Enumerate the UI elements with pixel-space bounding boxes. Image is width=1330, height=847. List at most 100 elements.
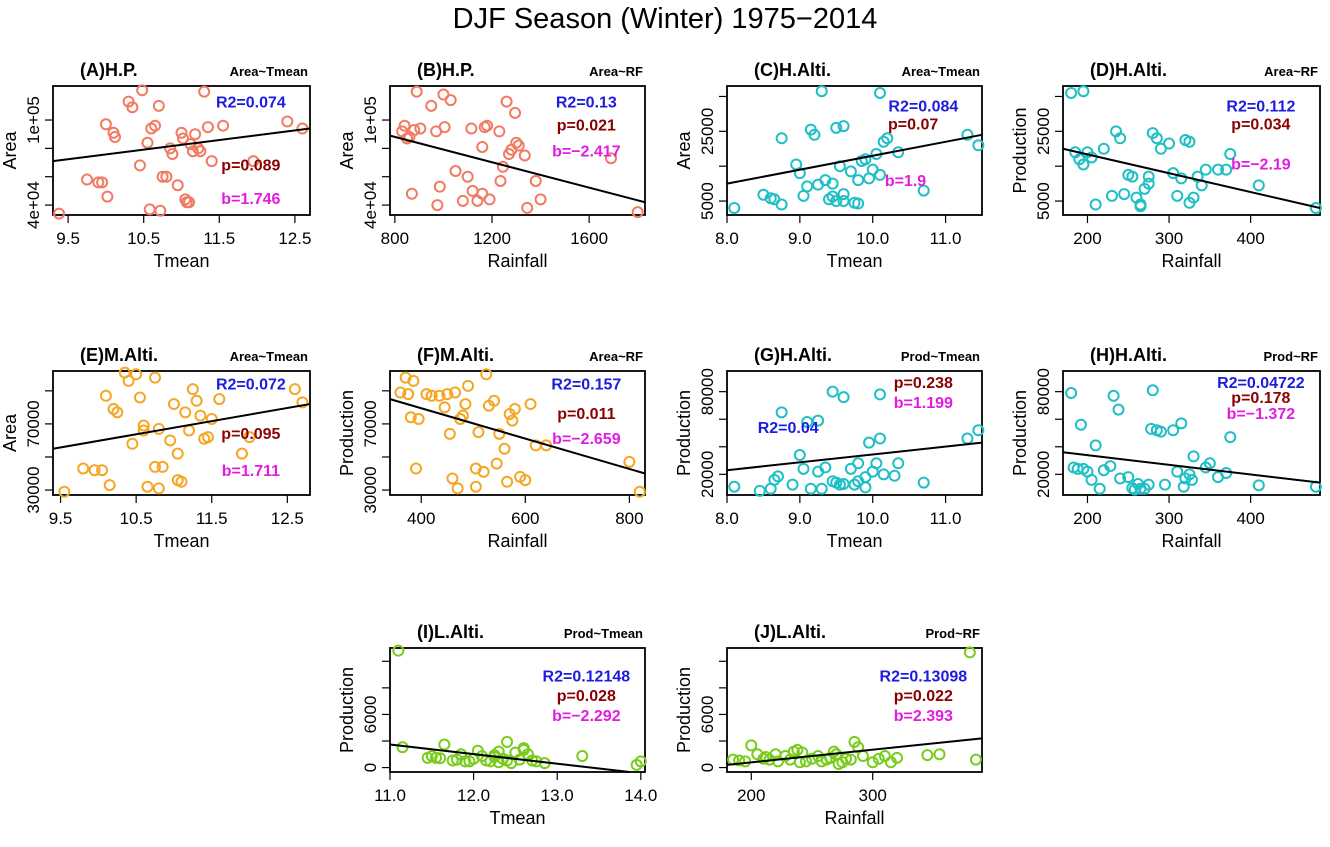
data-point-f	[451, 482, 464, 495]
data-point-g	[815, 482, 828, 495]
y-tick-label-d: 25000	[1034, 108, 1053, 155]
data-point-b	[500, 95, 513, 108]
data-point-i	[434, 752, 447, 765]
data-point-h	[1112, 403, 1125, 416]
x-tick-label-j: 200	[737, 786, 765, 805]
data-point-e	[141, 480, 154, 493]
data-point-j	[866, 756, 879, 769]
stat-b-c: b=1.9	[885, 173, 926, 190]
data-point-c	[815, 85, 828, 98]
data-point-f	[446, 472, 459, 485]
stat-b-b: b=−2.417	[552, 144, 621, 161]
data-point-e	[122, 374, 135, 387]
x-tick-label-i: 12.0	[457, 786, 490, 805]
data-point-a	[154, 204, 167, 217]
data-point-b	[465, 122, 478, 135]
data-point-b	[438, 121, 451, 134]
stat-p-g: p=0.238	[894, 375, 953, 392]
data-point-c	[961, 128, 974, 141]
data-point-a	[171, 179, 184, 192]
data-point-g	[728, 480, 741, 493]
data-point-j	[891, 751, 903, 764]
y-tick-label-i: 6000	[361, 696, 380, 734]
data-point-a	[101, 190, 114, 203]
data-point-e	[99, 389, 112, 402]
x-tick-label-b: 1600	[570, 229, 608, 248]
data-point-g	[848, 478, 861, 491]
data-point-b	[509, 106, 522, 119]
data-point-b	[483, 193, 496, 206]
regression-line-i	[389, 743, 630, 773]
stat-p-b: p=0.021	[557, 118, 616, 135]
panel-formula-c: Area~Tmean	[902, 64, 980, 79]
data-point-f	[633, 485, 646, 498]
stat-p-f: p=0.011	[557, 406, 615, 423]
stat-p-a: p=0.089	[221, 158, 280, 175]
data-point-f	[480, 368, 493, 381]
data-point-h	[1146, 384, 1159, 397]
data-point-g	[804, 482, 817, 495]
data-point-c	[852, 174, 865, 187]
data-point-g	[917, 476, 930, 489]
data-point-g	[961, 432, 974, 445]
panel-title-a: (A)H.P.	[80, 60, 138, 80]
stat-r2-j: R2=0.13098	[880, 668, 968, 685]
data-point-f	[449, 386, 462, 399]
data-point-e	[288, 383, 301, 396]
data-point-a	[201, 121, 214, 134]
x-tick-label-h: 300	[1155, 509, 1183, 528]
data-point-b	[510, 136, 523, 149]
data-point-j	[733, 754, 746, 767]
x-axis-label-j: Rainfall	[824, 808, 884, 828]
data-point-c	[830, 121, 843, 134]
data-point-j	[827, 745, 840, 758]
data-point-j	[878, 750, 891, 763]
regression-line-b	[389, 134, 646, 204]
data-point-g	[859, 481, 872, 494]
data-point-b	[405, 187, 418, 200]
data-point-g	[874, 388, 886, 401]
data-point-c	[728, 202, 741, 215]
x-tick-label-f: 400	[407, 509, 435, 528]
panel-formula-j: Prod~RF	[925, 626, 980, 641]
data-point-a	[247, 155, 260, 168]
x-tick-label-i: 13.0	[541, 786, 574, 805]
x-tick-label-h: 200	[1073, 509, 1101, 528]
data-point-h	[1175, 417, 1188, 430]
data-point-d	[1199, 163, 1212, 176]
data-point-f	[490, 457, 503, 470]
x-tick-label-i: 14.0	[624, 786, 657, 805]
x-tick-label-e: 12.5	[271, 509, 304, 528]
data-point-a	[205, 155, 218, 168]
data-point-a	[108, 131, 121, 144]
data-point-b	[431, 199, 444, 212]
data-point-g	[863, 436, 876, 449]
x-tick-label-i: 11.0	[374, 786, 406, 805]
y-tick-label-g: 80000	[698, 368, 717, 415]
data-point-h	[1154, 425, 1167, 438]
data-point-b	[534, 193, 547, 206]
data-point-j	[840, 752, 852, 765]
stat-r2-i: R2=0.12148	[543, 668, 631, 685]
data-point-e	[194, 409, 207, 422]
data-point-d	[1224, 147, 1237, 160]
data-point-a	[133, 159, 146, 172]
data-point-d	[1175, 172, 1188, 185]
data-point-e	[137, 424, 150, 437]
data-point-j	[739, 755, 752, 768]
data-point-f	[433, 389, 446, 402]
data-point-e	[243, 431, 256, 444]
x-tick-label-a: 12.5	[278, 229, 311, 248]
stat-b-e: b=1.711	[222, 463, 280, 480]
stat-b-a: b=1.746	[221, 191, 280, 208]
data-point-f	[443, 427, 456, 440]
data-point-e	[167, 398, 180, 411]
data-point-c	[877, 135, 890, 148]
data-point-j	[969, 753, 982, 766]
stat-p-d: p=0.034	[1231, 116, 1290, 133]
y-tick-label-e: 70000	[24, 400, 43, 447]
x-tick-label-a: 11.5	[203, 229, 235, 248]
x-axis-label-c: Tmean	[826, 251, 882, 271]
data-point-g	[874, 432, 886, 445]
